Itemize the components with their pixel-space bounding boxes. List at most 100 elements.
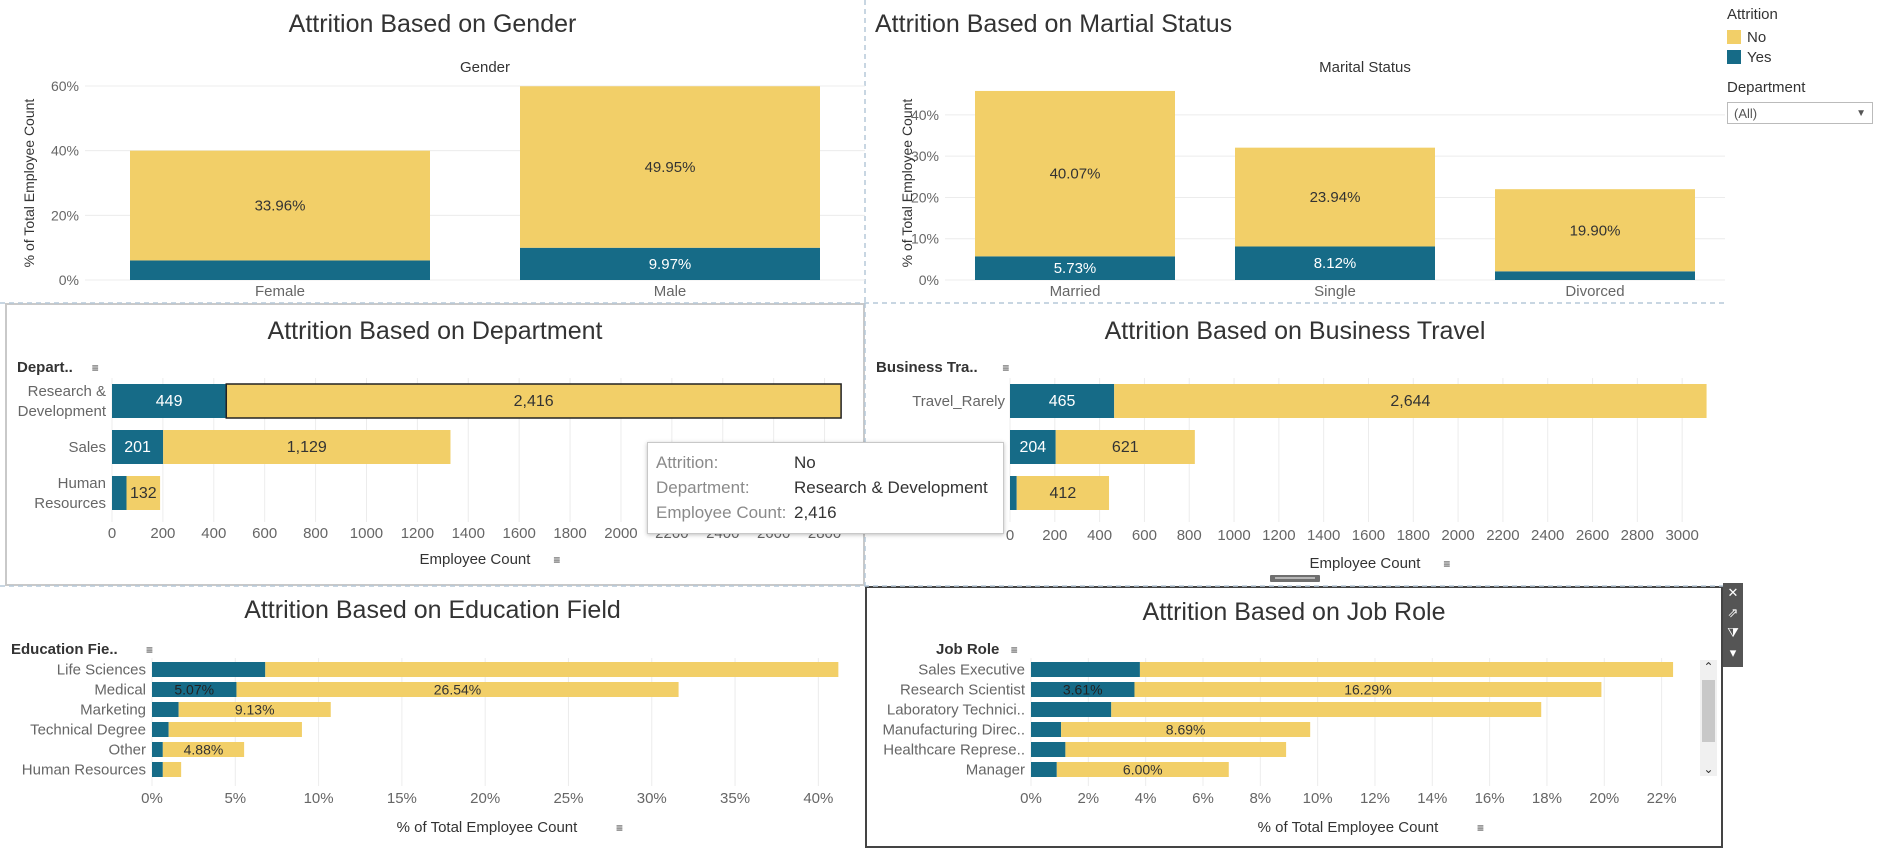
x-tick-label: 10% xyxy=(1303,790,1333,807)
bar-no xyxy=(225,383,842,419)
chevron-down-icon: ▼ xyxy=(1856,107,1866,119)
chart-title: Attrition Based on Business Travel xyxy=(1104,317,1486,345)
data-label: 19.90% xyxy=(1570,222,1621,239)
axis-header: Marital Status xyxy=(1319,59,1411,76)
legend-title: Attrition xyxy=(1727,6,1778,23)
y-tick-label: 40% xyxy=(911,107,939,123)
category-label: Research Scientist xyxy=(900,682,1026,699)
legend-item-yes[interactable]: Yes xyxy=(1727,47,1877,67)
bar-no xyxy=(1055,430,1195,464)
category-label: Technical Degree xyxy=(30,722,146,739)
axis-header: Business Tra.. xyxy=(876,359,978,376)
data-label: 201 xyxy=(124,439,151,456)
x-tick-label: 1400 xyxy=(1307,527,1340,544)
bar-no xyxy=(1134,682,1602,697)
x-tick-label: 14% xyxy=(1417,790,1447,807)
axis-header: Depart.. xyxy=(17,359,73,376)
bar-yes xyxy=(152,762,163,777)
sort-icon: ≡ xyxy=(616,821,623,835)
scroll-thumb[interactable] xyxy=(1702,680,1715,742)
data-label: 449 xyxy=(156,393,183,410)
department-filter-dropdown[interactable]: (All) ▼ xyxy=(1727,102,1873,124)
data-label: 465 xyxy=(1049,393,1076,410)
tooltip-value: Research & Development xyxy=(794,478,988,497)
chart-title: Attrition Based on Martial Status xyxy=(875,10,1233,38)
category-label: Human xyxy=(58,475,106,492)
filter-icon[interactable]: ⧩ xyxy=(1727,625,1739,640)
data-label: 1,129 xyxy=(287,439,327,456)
tooltip-row: Employee Count: 2,416 xyxy=(656,503,837,523)
category-label: Manufacturing Direc.. xyxy=(882,722,1025,739)
x-tick-label: 1400 xyxy=(452,525,485,542)
department-filter-label: Department xyxy=(1727,79,1806,96)
x-tick-label: 800 xyxy=(1177,527,1202,544)
x-tick-label: 0 xyxy=(1006,527,1014,544)
chart-title: Attrition Based on Job Role xyxy=(1142,598,1446,626)
data-label: 2,416 xyxy=(514,393,554,410)
category-label: Research & xyxy=(28,383,106,400)
bar-no xyxy=(1139,662,1674,677)
bar-no xyxy=(1495,189,1695,272)
tooltip-key: Attrition: xyxy=(656,453,719,472)
x-tick-label: 15% xyxy=(387,790,417,807)
x-tick-label: 18% xyxy=(1532,790,1562,807)
x-tick-label: 5% xyxy=(224,790,246,807)
sort-icon: ≡ xyxy=(1002,361,1009,375)
close-icon[interactable]: ✕ xyxy=(1727,585,1739,600)
legend-item-no[interactable]: No xyxy=(1727,27,1877,47)
x-tick-label: 1000 xyxy=(350,525,383,542)
y-tick-label: 0% xyxy=(59,272,79,288)
x-tick-label: 600 xyxy=(1132,527,1157,544)
bar-yes xyxy=(1031,682,1135,697)
legend: Attrition No Yes Department (All) ▼ xyxy=(1727,6,1877,124)
x-tick-label: 10% xyxy=(304,790,334,807)
bar-yes xyxy=(520,247,820,280)
bar-yes xyxy=(1031,742,1066,757)
sort-icon: ≡ xyxy=(1443,557,1450,571)
x-tick-label: 600 xyxy=(252,525,277,542)
category-label: Sales Executive xyxy=(918,662,1025,679)
category-label: Other xyxy=(108,742,146,759)
bar-no xyxy=(265,662,839,677)
axis-header: Gender xyxy=(460,59,510,76)
sheet-toolbar: ✕ ⇗ ⧩ ▾ xyxy=(1723,583,1743,667)
sort-icon: ≡ xyxy=(553,553,560,567)
bar-no xyxy=(162,762,182,777)
bar-no xyxy=(163,430,451,464)
scroll-up-icon[interactable]: ⌃ xyxy=(1703,660,1714,674)
legend-label-no: No xyxy=(1747,28,1767,46)
tooltip-value: No xyxy=(794,453,816,472)
x-tick-label: 400 xyxy=(201,525,226,542)
gender-panel: Attrition Based on Gender xyxy=(0,0,865,302)
x-axis-title: % of Total Employee Count xyxy=(1258,819,1439,836)
y-tick-label: 10% xyxy=(911,231,939,247)
x-tick-label: 4% xyxy=(1135,790,1157,807)
education-panel: Attrition Based on Education Field xyxy=(0,586,865,850)
jobrole-scrollbar[interactable]: ⌃ ⌄ xyxy=(1700,660,1717,776)
category-label: Married xyxy=(1050,283,1101,300)
jobrole-panel[interactable]: Attrition Based on Job Role xyxy=(865,586,1723,848)
chart-title: Attrition Based on Gender xyxy=(288,10,577,38)
y-tick-label: 30% xyxy=(911,148,939,164)
x-tick-label: 12% xyxy=(1360,790,1390,807)
bar-yes xyxy=(1495,271,1695,280)
bar-no xyxy=(1235,147,1435,247)
bar-yes xyxy=(152,662,266,677)
scroll-down-icon[interactable]: ⌄ xyxy=(1703,762,1714,776)
data-label: 412 xyxy=(1050,485,1077,502)
x-tick-label: 800 xyxy=(303,525,328,542)
bar-yes xyxy=(1010,384,1115,418)
data-label: 621 xyxy=(1112,439,1139,456)
bar-no xyxy=(1114,384,1707,418)
category-label: Human Resources xyxy=(22,762,146,779)
category-label: Divorced xyxy=(1565,283,1624,300)
tooltip-key: Department: xyxy=(656,478,750,497)
y-axis-title: % of Total Employee Count xyxy=(899,99,915,268)
bar-yes xyxy=(112,476,127,510)
data-label: 3.61% xyxy=(1063,682,1103,698)
more-options-icon[interactable]: ▾ xyxy=(1729,645,1737,660)
legend-label-yes: Yes xyxy=(1747,48,1772,66)
legend-swatch-yes xyxy=(1727,50,1741,64)
open-sheet-icon[interactable]: ⇗ xyxy=(1727,605,1739,620)
bar-no xyxy=(1061,722,1311,737)
